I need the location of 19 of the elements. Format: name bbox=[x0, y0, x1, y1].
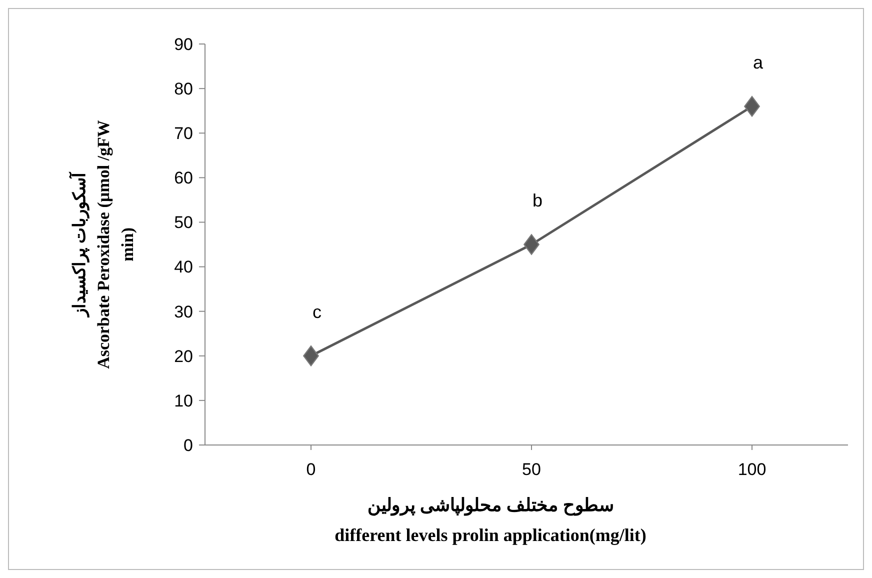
y-tick-label: 90 bbox=[174, 34, 193, 54]
annotation: c bbox=[312, 302, 322, 322]
x-tick-label: 100 bbox=[738, 460, 766, 479]
annotation: a bbox=[752, 52, 764, 72]
y-tick-label: 30 bbox=[174, 302, 193, 322]
x-tick-label: 50 bbox=[522, 460, 541, 479]
y-tick-label: 80 bbox=[174, 80, 193, 99]
point bbox=[524, 234, 540, 255]
y-tick-label: 20 bbox=[174, 346, 193, 366]
y-tick-label: 60 bbox=[174, 168, 193, 188]
y-tick-label: 0 bbox=[184, 436, 193, 455]
y-tick-label: 70 bbox=[174, 124, 193, 144]
point bbox=[744, 96, 760, 117]
y-tick-label: 10 bbox=[174, 391, 193, 410]
annotation: b bbox=[532, 190, 543, 210]
y-tick-label: 50 bbox=[174, 213, 193, 232]
point bbox=[303, 346, 319, 366]
x-tick-label: 0 bbox=[306, 460, 316, 479]
y-tick-label: 40 bbox=[174, 258, 193, 277]
